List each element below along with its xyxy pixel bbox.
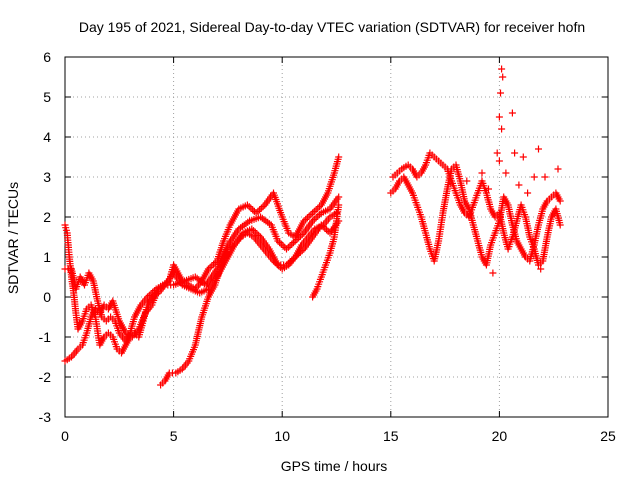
data-point-outlier [497, 89, 504, 97]
data-point-outlier [515, 181, 523, 189]
y-tick-label: -1 [39, 329, 52, 345]
data-point [245, 203, 253, 211]
data-point [288, 240, 296, 248]
data-point [310, 215, 318, 223]
data-point [206, 263, 214, 271]
data-point [270, 257, 277, 265]
data-point [293, 235, 301, 243]
data-point [307, 211, 315, 219]
data-point-outlier [554, 165, 562, 173]
data-point-outlier [530, 173, 538, 181]
data-point [277, 240, 285, 248]
data-point [335, 193, 343, 201]
data-point [305, 212, 313, 220]
y-tick-label: -3 [39, 409, 52, 425]
data-point [556, 197, 564, 205]
data-point [286, 242, 294, 250]
y-tick-label: 0 [43, 289, 51, 305]
data-point-outlier [524, 189, 532, 197]
chart-title: Day 195 of 2021, Sidereal Day-to-day VTE… [79, 19, 585, 35]
data-point [273, 260, 281, 268]
data-point [251, 228, 259, 236]
data-point-outlier [502, 169, 510, 177]
data-point [298, 231, 306, 239]
data-point [323, 226, 330, 234]
x-tick-label: 20 [492, 428, 508, 444]
data-point [253, 230, 261, 238]
data-point-outlier [485, 185, 492, 193]
y-tick-label: 3 [43, 169, 51, 185]
data-point [250, 227, 257, 235]
data-point [248, 225, 256, 233]
data-point [279, 242, 287, 250]
data-point [204, 265, 212, 273]
x-tick-labels: 0 5 10 15 20 25 [61, 428, 616, 444]
data-point-outlier [508, 109, 516, 117]
data-point [255, 231, 263, 239]
data-point [309, 209, 317, 217]
data-point-outlier [498, 125, 506, 133]
data-point-outlier [493, 149, 501, 157]
data-point [208, 262, 216, 270]
data-point [335, 153, 343, 161]
y-tick-label: 4 [43, 129, 51, 145]
data-point-outlier [498, 65, 506, 73]
data-point [290, 239, 297, 247]
data-point [254, 207, 262, 215]
data-points [61, 65, 564, 389]
data-point [295, 234, 303, 242]
data-point [310, 207, 318, 215]
data-point-outlier [519, 153, 527, 161]
data-point [249, 206, 257, 214]
data-point [256, 206, 264, 214]
data-point [257, 204, 265, 212]
data-point [312, 206, 320, 214]
data-point-outlier [535, 145, 542, 153]
axis-ticks [64, 56, 609, 418]
data-point [259, 203, 267, 211]
x-tick-label: 5 [170, 428, 178, 444]
x-tick-label: 25 [600, 428, 616, 444]
data-point-outlier [499, 73, 507, 81]
data-point-outlier [537, 265, 545, 273]
plot-frame [64, 56, 609, 418]
data-point [335, 201, 343, 209]
data-point-outlier [511, 149, 519, 157]
data-point-outlier [463, 177, 471, 185]
data-point-outlier [495, 113, 503, 121]
y-tick-label: 1 [43, 249, 51, 265]
x-tick-label: 10 [274, 428, 290, 444]
y-tick-labels: -3 -2 -1 0 1 2 3 4 5 6 [39, 49, 52, 425]
data-point [309, 217, 317, 225]
x-tick-label: 0 [61, 428, 69, 444]
data-point [274, 237, 282, 245]
y-tick-label: -2 [39, 369, 52, 385]
y-tick-label: 2 [43, 209, 51, 225]
data-point [556, 221, 564, 229]
data-point-outlier [495, 157, 503, 165]
data-point-outlier [541, 173, 549, 181]
data-point [316, 203, 324, 211]
data-point [302, 215, 310, 223]
y-tick-label: 6 [43, 49, 51, 65]
data-point [284, 243, 292, 251]
x-axis-label: GPS time / hours [281, 458, 388, 474]
data-point-outlier [478, 169, 486, 177]
data-point-outlier [489, 269, 497, 277]
x-tick-label: 15 [383, 428, 399, 444]
data-point [312, 214, 320, 222]
data-point [314, 212, 322, 220]
y-tick-label: 5 [43, 89, 51, 105]
data-point [303, 214, 311, 222]
data-point [276, 239, 284, 247]
data-point [283, 245, 290, 253]
data-point [316, 211, 324, 219]
y-axis-label: SDTVAR / TECUs [5, 182, 21, 294]
data-point [314, 204, 322, 212]
